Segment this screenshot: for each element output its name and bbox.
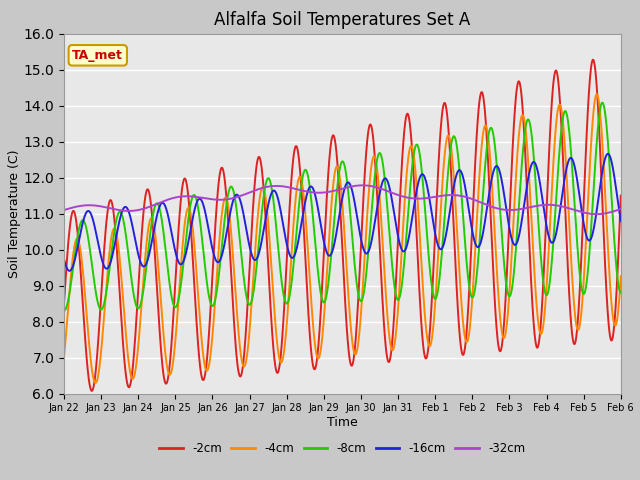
Y-axis label: Soil Temperature (C): Soil Temperature (C) <box>8 149 20 278</box>
Text: TA_met: TA_met <box>72 49 124 62</box>
X-axis label: Time: Time <box>327 416 358 429</box>
Legend: -2cm, -4cm, -8cm, -16cm, -32cm: -2cm, -4cm, -8cm, -16cm, -32cm <box>154 437 531 460</box>
Title: Alfalfa Soil Temperatures Set A: Alfalfa Soil Temperatures Set A <box>214 11 470 29</box>
